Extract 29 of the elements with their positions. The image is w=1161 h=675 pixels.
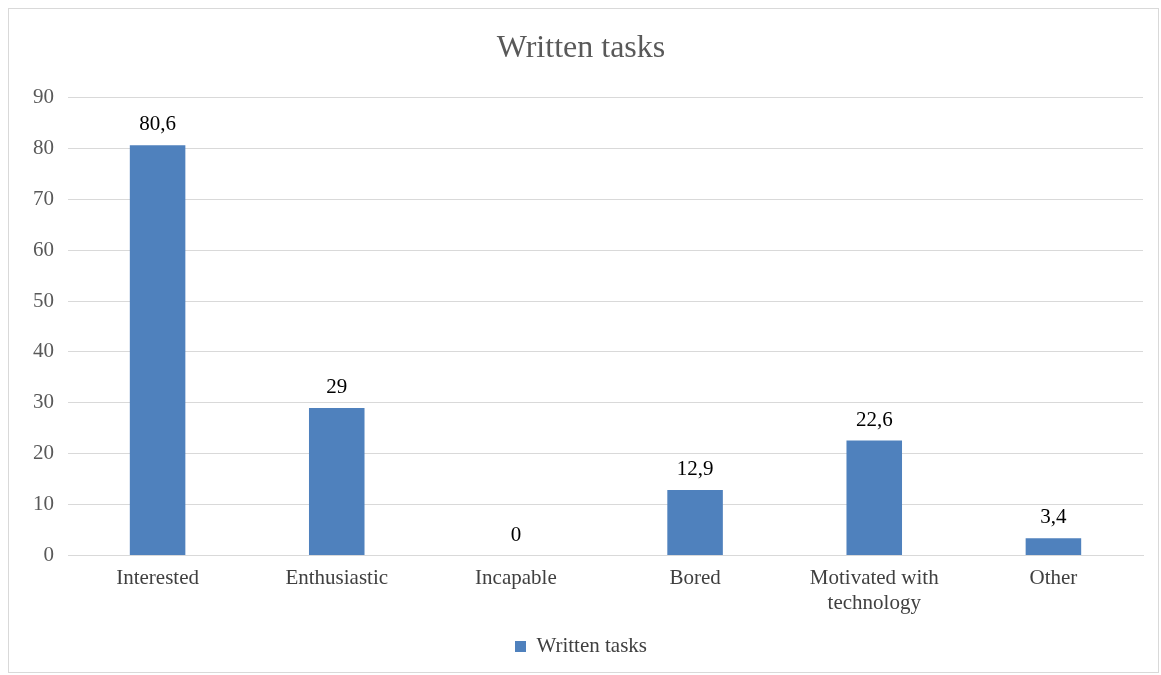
y-tick-label: 0 <box>43 542 54 567</box>
y-tick-label: 90 <box>33 83 54 108</box>
y-tick-label: 60 <box>33 236 54 261</box>
x-tick-label: Motivated with technology <box>809 564 940 614</box>
x-tick-label: Incapable <box>475 564 557 589</box>
y-tick-label: 20 <box>33 440 54 465</box>
data-label: 12,9 <box>676 455 714 480</box>
y-tick-label: 80 <box>33 134 54 159</box>
x-tick-label: Interested <box>116 564 200 589</box>
x-tick-label: Bored <box>669 564 722 589</box>
y-tick-label: 70 <box>33 185 54 210</box>
y-tick-label: 10 <box>33 491 54 516</box>
bar <box>1025 538 1082 556</box>
y-tick-label: 30 <box>33 389 54 414</box>
data-label: 29 <box>326 373 348 398</box>
bar <box>667 489 723 556</box>
data-label: 3,4 <box>1040 504 1068 529</box>
y-tick-label: 40 <box>33 338 54 363</box>
data-label: 0 <box>510 521 522 546</box>
y-tick-label: 50 <box>33 287 54 312</box>
data-label: 22,6 <box>855 406 893 431</box>
data-label: 80,6 <box>139 111 176 136</box>
x-tick-label: Enthusiastic <box>285 564 389 589</box>
x-tick-label: Other <box>1029 564 1078 589</box>
bar <box>846 440 903 556</box>
chart-title: Written tasks <box>496 27 666 64</box>
bar <box>129 145 186 556</box>
legend-label: Written tasks <box>536 633 648 658</box>
bar <box>308 407 365 556</box>
